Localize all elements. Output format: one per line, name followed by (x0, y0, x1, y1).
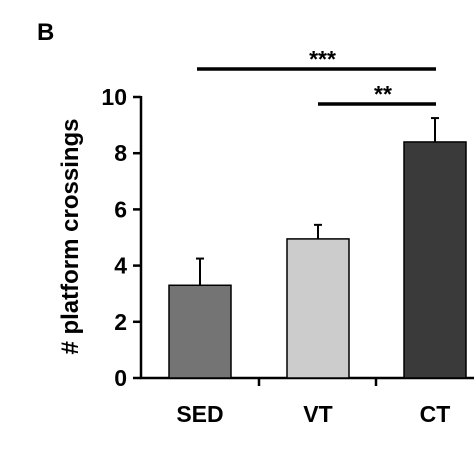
y-tick-label-0: 0 (114, 365, 127, 391)
x-tick-label-ct: CT (420, 401, 451, 427)
panel-label: B (37, 19, 54, 46)
bars: SED VT CT (168, 117, 467, 427)
y-tick-label-10: 10 (101, 84, 127, 110)
significance-label-0: *** (309, 46, 336, 72)
y-axis-label: # platform crossings (57, 118, 84, 354)
y-tick-label-8: 8 (114, 140, 127, 166)
y-tick-label-4: 4 (114, 253, 127, 279)
bar-vt (286, 238, 350, 379)
x-tick-label-sed: SED (176, 401, 223, 427)
y-tick-label-6: 6 (114, 196, 127, 222)
x-tick-label-vt: VT (303, 401, 332, 427)
y-tick-label-2: 2 (114, 309, 127, 335)
bar-ct (403, 141, 467, 379)
bar-sed (168, 284, 232, 379)
significance-annotations: ***** (197, 46, 436, 107)
significance-label-1: ** (374, 81, 392, 107)
